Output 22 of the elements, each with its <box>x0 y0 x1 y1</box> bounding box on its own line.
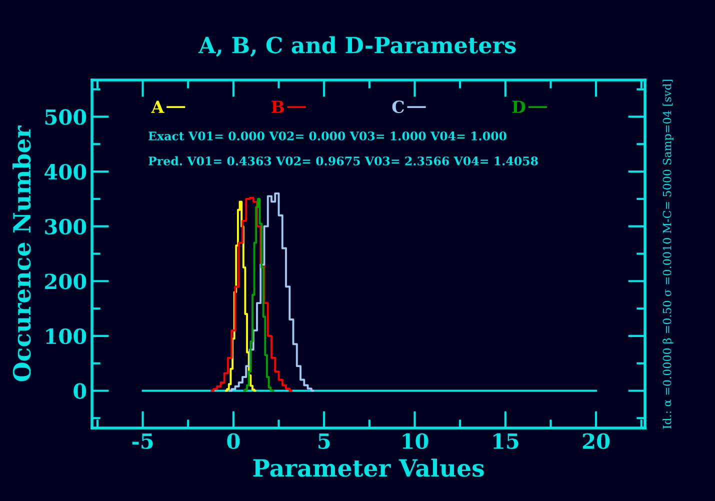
y-tick-label: 100 <box>46 328 86 344</box>
x-axis-title: Parameter Values <box>253 458 484 477</box>
y-tick-label: 400 <box>44 164 86 180</box>
x-tick-label: 0 <box>227 433 240 449</box>
y-tick-label: 0 <box>74 383 86 399</box>
chart-title: A, B, C and D-Parameters <box>198 36 516 57</box>
annotation: Pred. V01= 0.4363 V02= 0.9675 V03= 2.3566 V04= 1.4058 <box>148 156 538 166</box>
y-tick-label: 300 <box>45 218 86 235</box>
y-tick-label: 500 <box>45 109 86 125</box>
x-tick-label: 10 <box>402 433 428 449</box>
text: Id.: α =0.0000 β =0.50 σ =0.0010 M-C= 5000 Samp=04 [svd] <box>662 80 674 429</box>
annotation: Exact V01= 0.000 V02= 0.000 V03= 1.000 V04= 1.000 <box>148 131 506 140</box>
legend-label: C <box>392 100 404 114</box>
x-tick-label: 20 <box>582 433 610 449</box>
legend-label: D <box>512 100 526 113</box>
x-tick-label: 15 <box>493 433 518 449</box>
x-tick-label: 5 <box>318 434 330 449</box>
y-tick-label: 200 <box>45 274 86 290</box>
legend-label: B <box>272 100 284 113</box>
legend-label: A <box>151 100 164 113</box>
x-tick-label: -5 <box>132 434 153 449</box>
y-axis-title: Occurence Number <box>12 126 31 382</box>
